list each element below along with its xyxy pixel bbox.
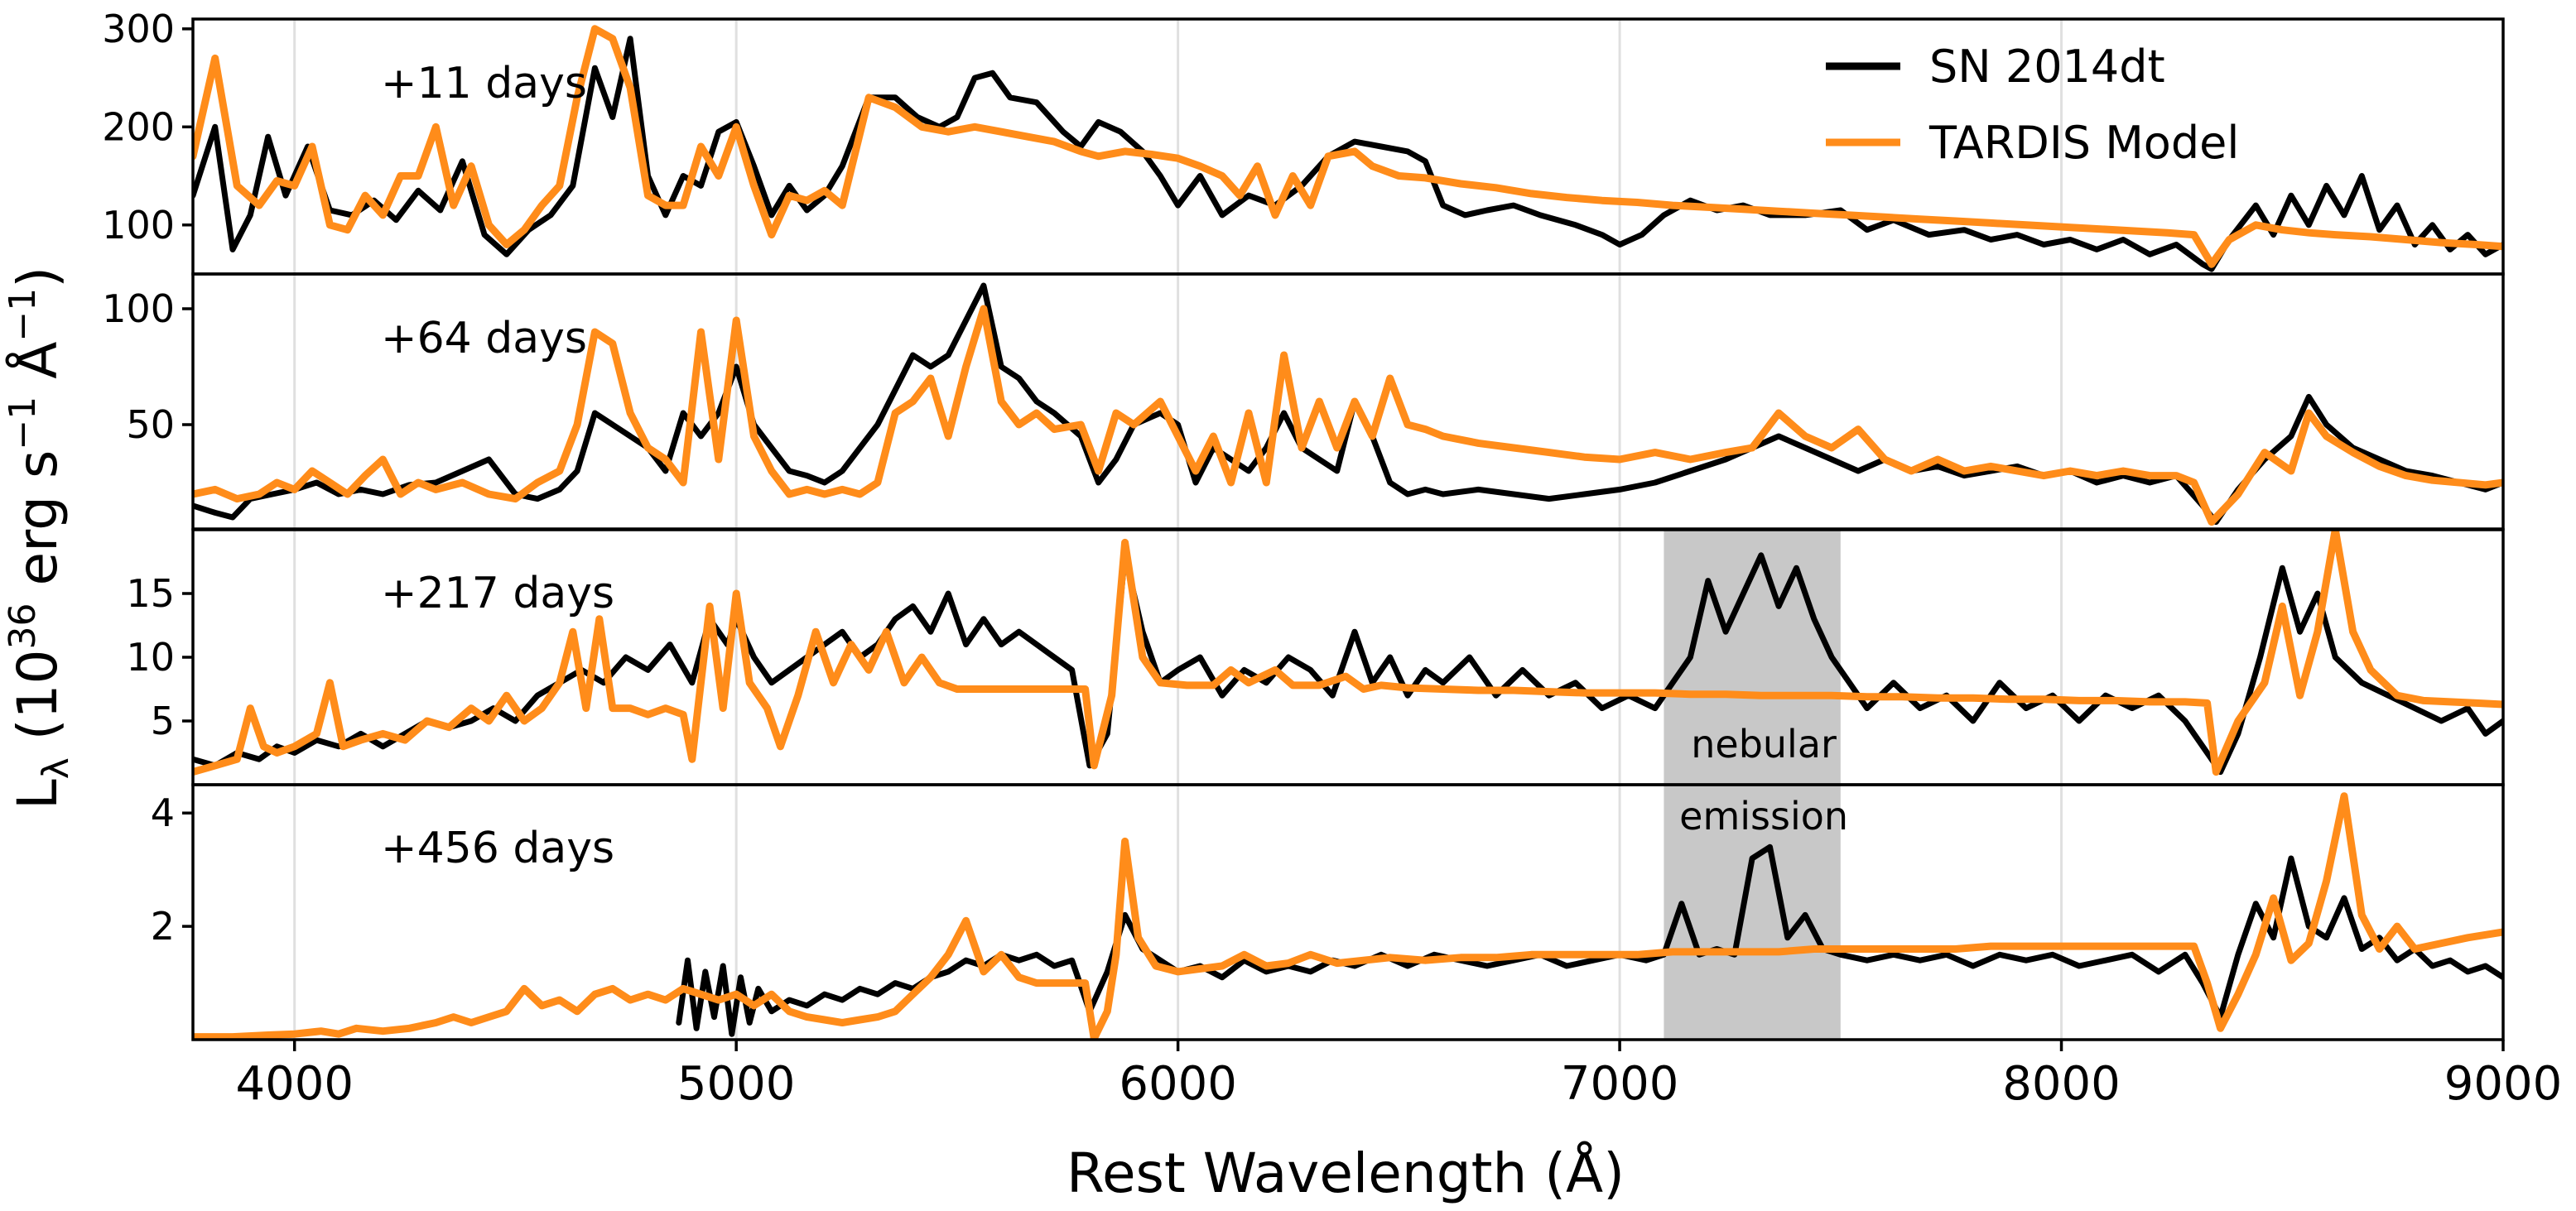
- series-line-panel1-tardis: [193, 25, 2503, 268]
- panel-labels: +11 days +64 days +217 days +456 days: [381, 59, 614, 873]
- x-tick-label-9000: 9000: [2444, 1057, 2563, 1111]
- y-tick-label-panel1-100: 100: [102, 203, 175, 247]
- x-axis-title: Rest Wavelength (Å): [1067, 1141, 1625, 1205]
- y-tick-label-panel2-50: 50: [126, 402, 175, 447]
- panel-frames: [191, 17, 2505, 1041]
- y-tick-label-panel4-2: 2: [151, 904, 175, 949]
- series-line-panel1-sn2014dt: [193, 36, 2503, 272]
- x-tick-label-4000: 4000: [235, 1057, 354, 1111]
- x-axis-ticks: 4000 5000 6000 7000 8000 9000: [235, 1040, 2562, 1111]
- x-tick-label-5000: 5000: [677, 1057, 796, 1111]
- legend-label-sn2014dt: SN 2014dt: [1929, 41, 2165, 93]
- y-axis-title: Lλ (1036 erg s−1 Å−1): [2, 267, 77, 810]
- panel-label-1: +11 days: [381, 59, 587, 108]
- y-axis-title-end: ): [6, 267, 70, 288]
- y-tick-label-panel1-300: 300: [102, 7, 175, 51]
- y-axis-title-mid3: Å: [6, 342, 70, 396]
- panel-frame-4: [191, 783, 2505, 1041]
- panel-label-3: +217 days: [381, 569, 614, 618]
- series-line-panel4-sn2014dt: [676, 843, 2503, 1037]
- series-line-panel2-sn2014dt: [193, 282, 2503, 526]
- x-tick-label-6000: 6000: [1119, 1057, 1237, 1111]
- series-line-panel2-tardis: [193, 305, 2503, 526]
- y-axis-title-sub: λ: [35, 757, 77, 779]
- y-axis-title-exp1: 36: [2, 603, 44, 649]
- y-tick-label-panel3-10: 10: [126, 635, 175, 680]
- region-label-line-2: emission: [1679, 794, 1848, 839]
- y-axis-title-exp3: −1: [2, 288, 44, 342]
- y-tick-label-panel2-100: 100: [102, 286, 175, 331]
- y-axis-title-exp2: −1: [2, 396, 44, 450]
- panel-frame-2: [191, 272, 2505, 531]
- panel-label-2: +64 days: [381, 314, 587, 363]
- y-axis-ticks: 100 200 300 50 100 5 10 15 2 4: [102, 7, 193, 949]
- series-line-panel4-tardis: [193, 792, 2503, 1040]
- legend: SN 2014dt TARDIS Model: [1826, 41, 2239, 169]
- y-axis-title-mid1: (10: [6, 649, 70, 757]
- x-tick-label-8000: 8000: [2002, 1057, 2121, 1111]
- panel-label-4: +456 days: [381, 824, 614, 873]
- y-tick-label-panel1-200: 200: [102, 104, 175, 149]
- y-axis-title-mid2: erg s: [6, 450, 70, 603]
- spectra-lines: [193, 25, 2503, 1040]
- y-axis-title-base: L: [6, 779, 70, 810]
- x-tick-label-7000: 7000: [1561, 1057, 1679, 1111]
- series-line-panel3-tardis: [193, 530, 2503, 776]
- y-tick-label-panel4-4: 4: [151, 791, 175, 835]
- region-label-line-1: nebular: [1691, 722, 1837, 766]
- y-tick-label-panel3-15: 15: [126, 571, 175, 616]
- y-tick-label-panel3-5: 5: [151, 699, 175, 743]
- legend-label-tardis: TARDIS Model: [1928, 117, 2239, 169]
